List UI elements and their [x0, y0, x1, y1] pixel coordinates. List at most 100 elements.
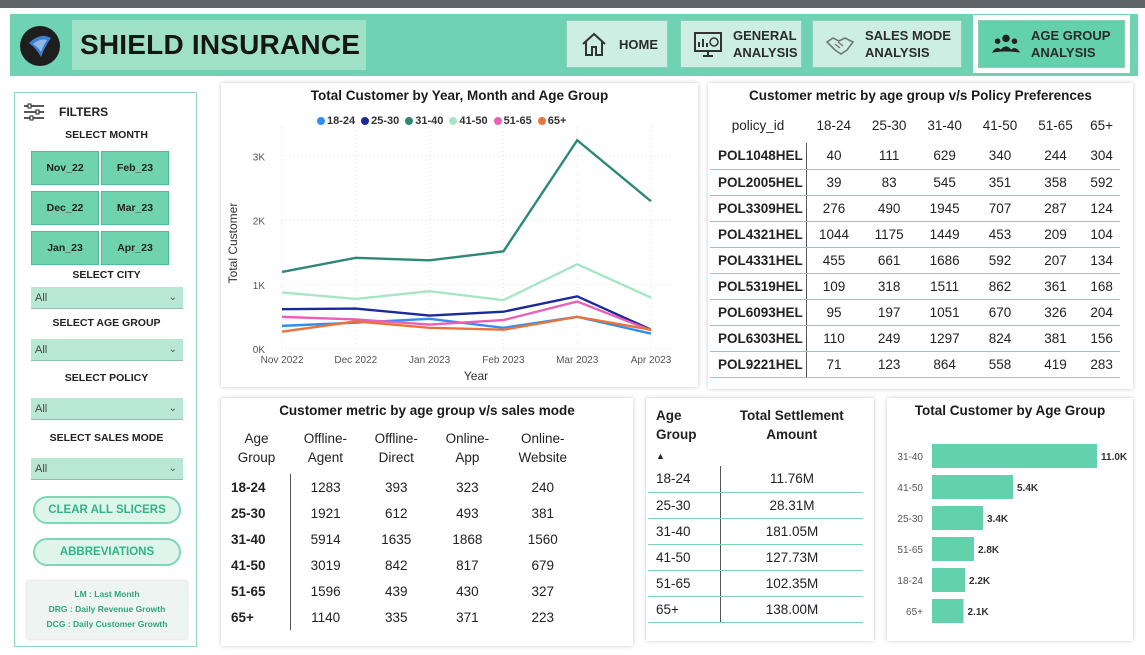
age-group-dropdown[interactable]: All ⌄ — [31, 339, 183, 361]
line-chart-panel: Total Customer by Year, Month and Age Gr… — [221, 83, 698, 387]
table-cell: 283 — [1083, 351, 1120, 378]
table-cell: 592 — [972, 247, 1028, 274]
bar-value-label: 2.2K — [969, 576, 991, 587]
column-header[interactable]: Online- Website — [518, 431, 568, 465]
table-cell: 1449 — [916, 221, 973, 248]
table-cell: 393 — [385, 479, 408, 495]
column-header[interactable]: 18-24 — [816, 117, 851, 133]
city-dropdown[interactable]: All ⌄ — [31, 287, 183, 309]
legend-item[interactable]: 65+ — [537, 115, 566, 127]
series-line-41-50 — [281, 262, 652, 302]
table-cell: 1560 — [527, 531, 558, 547]
table-cell: 545 — [916, 169, 973, 196]
legend-label: 18-24 — [327, 115, 356, 127]
x-tick-label: Jan 2023 — [409, 355, 451, 366]
table-row: POL9221HEL 71 123 864 558 419 283 — [710, 351, 1120, 378]
table-cell: 323 — [456, 479, 479, 495]
table-cell: 1868 — [452, 531, 483, 547]
clear-all-slicers-button[interactable]: CLEAR ALL SLICERS — [33, 496, 181, 524]
column-header[interactable]: 51-65 — [1038, 117, 1073, 133]
bar-category-label: 65+ — [906, 607, 923, 618]
column-header[interactable]: Offline- Agent — [303, 431, 348, 465]
legend-dot — [493, 117, 502, 125]
bar-51-65 — [932, 537, 974, 561]
table-cell: 197 — [861, 299, 917, 326]
table-cell: 124 — [1083, 195, 1120, 222]
table-cell: POL1048HEL — [710, 143, 807, 170]
legend-dot — [537, 117, 546, 125]
legend-item[interactable]: 31-40 — [405, 115, 443, 127]
select-policy-label: SELECT POLICY — [64, 372, 149, 384]
table-row: 65+ 138.00M — [648, 596, 863, 623]
table-cell: 28.31M — [720, 492, 863, 519]
table-cell: 381 — [1027, 325, 1084, 352]
month-slicer-button[interactable]: Apr_23 — [101, 231, 169, 265]
legend-label: 31-40 — [415, 115, 444, 127]
month-slicer-button[interactable]: Feb_23 — [101, 151, 169, 185]
column-header[interactable]: Total Settlement Amount — [739, 408, 844, 442]
column-header[interactable]: policy_id — [731, 117, 785, 133]
table-cell: 453 — [972, 221, 1028, 248]
bar-chart-title: Total Customer by Age Group — [914, 403, 1106, 418]
table-cell: 335 — [385, 609, 408, 625]
table-cell: 455 — [806, 247, 862, 274]
abbreviations-button[interactable]: ABBREVIATIONS — [33, 538, 181, 566]
legend-label: 51-65 — [503, 115, 532, 127]
table-cell: 629 — [916, 143, 973, 170]
series-line-25-30 — [281, 295, 652, 331]
legend-item[interactable]: 41-50 — [449, 115, 488, 127]
table-cell: 102.35M — [720, 570, 863, 597]
table-cell: 1511 — [916, 273, 973, 300]
column-header[interactable]: Age Group — [237, 431, 276, 465]
column-header[interactable]: Offline- Direct — [374, 431, 418, 465]
table-cell: 371 — [456, 609, 479, 625]
filters-panel: FILTERS SELECT MONTH Nov_22 Feb_23 Dec_2… — [14, 92, 197, 647]
sort-ascending-icon[interactable]: ▲ — [656, 451, 665, 461]
table-cell: 209 — [1027, 221, 1084, 248]
nav-age-group-analysis-button[interactable]: AGE GROUP ANALYSIS — [978, 20, 1125, 68]
legend-item[interactable]: 51-65 — [493, 115, 532, 127]
bar-value-label: 2.1K — [968, 607, 990, 618]
table-cell: 207 — [1027, 247, 1084, 274]
analytics-icon — [693, 29, 723, 59]
nav-sales-mode-analysis-button[interactable]: SALES MODE ANALYSIS — [812, 20, 962, 68]
column-header[interactable]: 65+ — [1090, 117, 1114, 133]
policy-dropdown[interactable]: All ⌄ — [31, 398, 183, 420]
table-row: 31-40 181.05M — [648, 518, 863, 545]
bar-value-label: 5.4K — [1017, 483, 1039, 494]
y-axis-title: Total Customer — [226, 203, 240, 284]
legend-item[interactable]: 18-24 — [317, 115, 355, 127]
bar-category-label: 18-24 — [897, 576, 923, 587]
month-slicer-button[interactable]: Jan_23 — [31, 231, 99, 265]
nav-general-analysis-button[interactable]: GENERAL ANALYSIS — [680, 20, 802, 68]
table-cell: 358 — [1027, 169, 1084, 196]
column-header[interactable]: Online- App — [445, 431, 490, 465]
table-cell: 111 — [861, 143, 917, 170]
column-header[interactable]: 41-50 — [982, 117, 1018, 133]
table-cell: 326 — [1027, 299, 1084, 326]
legend-item[interactable]: 25-30 — [361, 115, 399, 127]
month-slicer-button[interactable]: Mar_23 — [101, 191, 169, 225]
table-cell: 439 — [385, 583, 408, 599]
legend-label: 25-30 — [371, 115, 400, 127]
bar-chart: 31-40 11.0K 41-50 5.4K 25-30 3.4K 51-65 2.8K 18-… — [897, 444, 1128, 623]
table-cell: 5914 — [310, 531, 341, 547]
column-header[interactable]: 31-40 — [927, 117, 962, 133]
table-cell: 558 — [972, 351, 1028, 378]
abbreviations-box: LM : Last Month DRG : Daily Revenue Grow… — [27, 581, 187, 639]
table-cell: 862 — [972, 273, 1028, 300]
table-row: 51-65 102.35M — [648, 570, 863, 597]
month-slicer-button[interactable]: Nov_22 — [31, 151, 99, 185]
table-cell: 51-65 — [223, 578, 291, 604]
month-slicer-button[interactable]: Dec_22 — [31, 191, 99, 225]
table-row: 41-50 3019 842 817 679 — [223, 552, 583, 578]
table-cell: 842 — [385, 557, 408, 573]
column-header[interactable]: 25-30 — [871, 117, 907, 133]
sales-mode-dropdown[interactable]: All ⌄ — [31, 458, 183, 480]
table-cell: 31-40 — [648, 518, 722, 545]
bar-category-label: 51-65 — [897, 545, 923, 556]
table-cell: 361 — [1027, 273, 1084, 300]
bar-value-label: 2.8K — [978, 545, 1000, 556]
column-header[interactable]: Age Group ▲ — [648, 406, 721, 466]
nav-home-button[interactable]: HOME — [566, 20, 668, 68]
